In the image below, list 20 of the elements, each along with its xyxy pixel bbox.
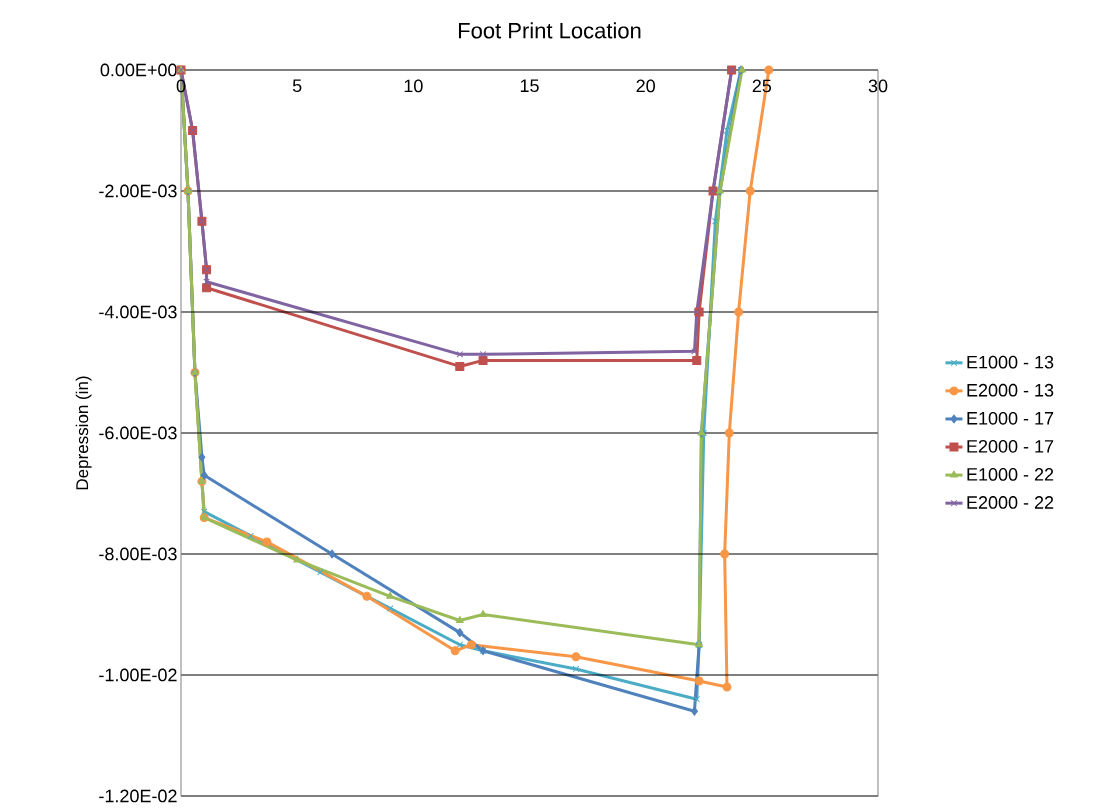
legend-label: E1000 - 13 [967, 355, 1054, 369]
x-tick-label: 15 [520, 79, 539, 93]
legend-label: E2000 - 13 [967, 383, 1054, 397]
y-tick-label: -4.00E-03 [99, 305, 177, 319]
legend-label: E1000 - 22 [967, 468, 1054, 481]
chart-title: Foot Print Location [458, 22, 641, 39]
y-axis-title: Depression (in) [75, 376, 92, 490]
x-tick-label: 20 [636, 79, 655, 93]
y-tick-label: -2.00E-03 [99, 184, 177, 198]
y-tick-label: 0.00E+00 [100, 63, 177, 77]
legend-label: E2000 - 17 [967, 439, 1054, 453]
y-tick-label: -8.00E-03 [99, 547, 177, 561]
x-tick-label: 30 [868, 79, 888, 93]
y-tick-label: -1.20E-02 [99, 789, 177, 803]
y-tick-label: -1.00E-02 [99, 668, 177, 682]
legend-label: E2000 - 22 [967, 496, 1054, 509]
x-tick-label: 10 [404, 79, 423, 93]
y-tick-label: -6.00E-03 [99, 426, 177, 440]
legend-label: E1000 - 17 [967, 411, 1054, 425]
x-tick-label: 5 [292, 79, 302, 93]
